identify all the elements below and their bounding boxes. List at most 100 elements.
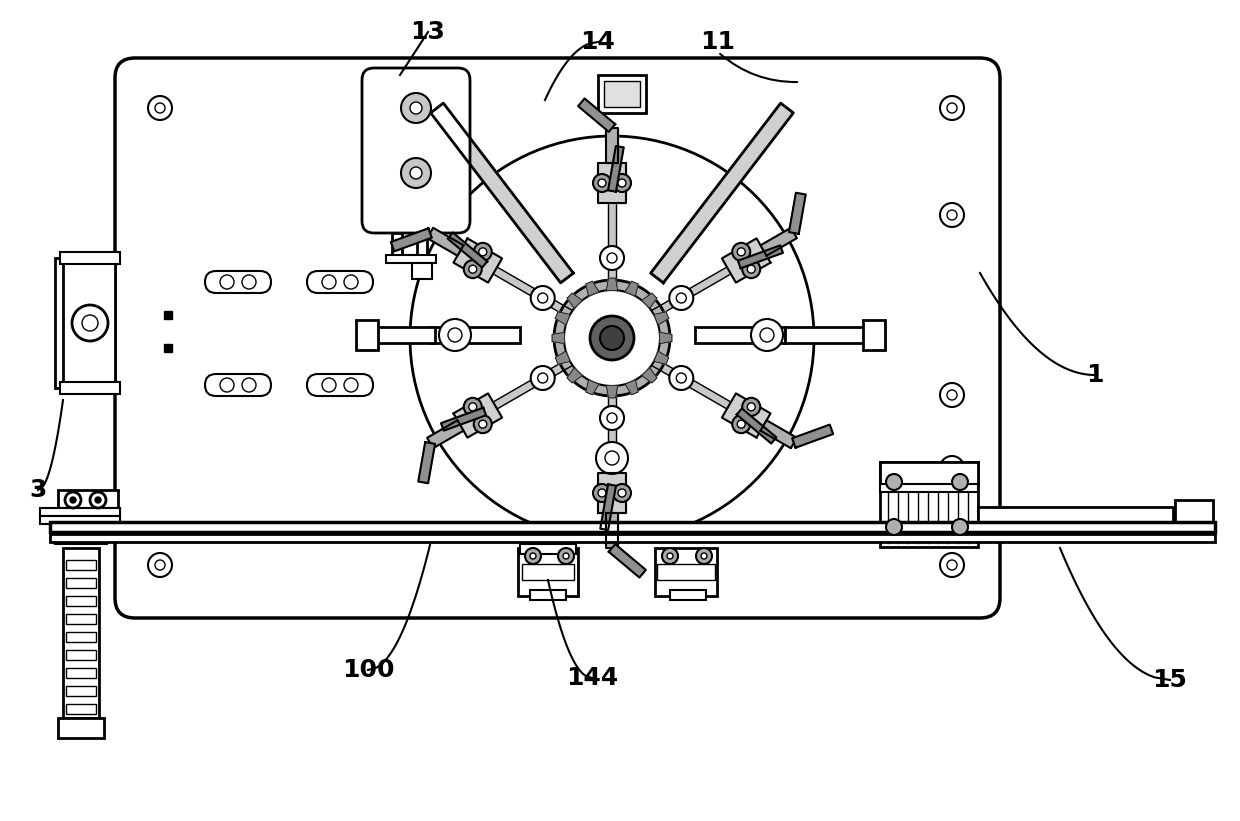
Bar xyxy=(60,382,120,394)
Bar xyxy=(40,516,120,524)
Bar xyxy=(417,233,427,255)
Bar xyxy=(50,534,1215,542)
Text: 100: 100 xyxy=(342,658,394,682)
Circle shape xyxy=(600,406,624,430)
Polygon shape xyxy=(476,346,595,419)
Circle shape xyxy=(531,286,554,310)
Circle shape xyxy=(479,420,487,429)
Polygon shape xyxy=(625,282,639,296)
Circle shape xyxy=(464,398,482,416)
Circle shape xyxy=(598,489,606,497)
Bar xyxy=(978,507,1173,525)
Polygon shape xyxy=(441,408,486,431)
Bar xyxy=(370,327,435,343)
Circle shape xyxy=(155,103,165,113)
FancyBboxPatch shape xyxy=(308,271,373,293)
Circle shape xyxy=(600,246,624,270)
Polygon shape xyxy=(454,393,502,438)
Polygon shape xyxy=(427,420,464,448)
Circle shape xyxy=(670,366,693,390)
Bar xyxy=(694,327,785,343)
Polygon shape xyxy=(585,380,599,395)
FancyBboxPatch shape xyxy=(205,271,272,293)
Circle shape xyxy=(605,451,619,465)
Bar xyxy=(55,524,107,536)
Polygon shape xyxy=(552,333,564,344)
Text: 13: 13 xyxy=(410,20,445,44)
Bar xyxy=(55,536,107,544)
Circle shape xyxy=(410,167,422,179)
Bar xyxy=(670,590,706,600)
Circle shape xyxy=(947,390,957,400)
Circle shape xyxy=(474,243,492,261)
Polygon shape xyxy=(760,420,797,448)
Circle shape xyxy=(219,378,234,392)
Circle shape xyxy=(95,497,100,503)
Bar xyxy=(58,718,104,738)
Bar xyxy=(164,311,172,319)
Circle shape xyxy=(538,373,548,383)
Polygon shape xyxy=(454,238,502,282)
FancyBboxPatch shape xyxy=(362,68,470,233)
Circle shape xyxy=(410,102,422,114)
Circle shape xyxy=(469,403,476,410)
Polygon shape xyxy=(738,245,782,268)
Circle shape xyxy=(598,179,606,187)
FancyBboxPatch shape xyxy=(205,374,272,396)
Circle shape xyxy=(558,548,574,564)
Circle shape xyxy=(464,260,482,278)
Polygon shape xyxy=(606,128,618,163)
Circle shape xyxy=(940,456,963,480)
Polygon shape xyxy=(660,333,672,344)
Text: 3: 3 xyxy=(30,478,47,502)
Circle shape xyxy=(748,265,755,273)
Circle shape xyxy=(947,560,957,570)
Bar xyxy=(604,81,640,107)
Polygon shape xyxy=(600,484,616,530)
FancyBboxPatch shape xyxy=(308,374,373,396)
Circle shape xyxy=(401,158,432,188)
Polygon shape xyxy=(642,368,657,383)
Circle shape xyxy=(743,398,760,416)
Polygon shape xyxy=(609,544,646,577)
Circle shape xyxy=(322,378,336,392)
Polygon shape xyxy=(792,424,833,447)
Polygon shape xyxy=(653,351,668,365)
Circle shape xyxy=(148,96,172,120)
Bar xyxy=(522,564,574,580)
Polygon shape xyxy=(722,393,770,438)
Bar xyxy=(63,548,99,718)
Polygon shape xyxy=(567,293,583,308)
Bar xyxy=(880,484,978,492)
Bar xyxy=(880,462,978,484)
Circle shape xyxy=(600,326,624,350)
Circle shape xyxy=(564,290,660,386)
Circle shape xyxy=(940,553,963,577)
Polygon shape xyxy=(448,232,487,268)
Polygon shape xyxy=(642,293,657,308)
Circle shape xyxy=(469,265,476,273)
Bar xyxy=(58,490,118,510)
Polygon shape xyxy=(789,193,806,234)
Bar xyxy=(60,508,120,520)
Circle shape xyxy=(887,519,901,535)
Circle shape xyxy=(676,293,686,303)
Circle shape xyxy=(662,548,678,564)
Circle shape xyxy=(593,484,611,502)
Circle shape xyxy=(242,378,255,392)
Polygon shape xyxy=(556,351,570,365)
Circle shape xyxy=(940,203,963,227)
Circle shape xyxy=(952,519,968,535)
Text: 15: 15 xyxy=(1152,668,1188,692)
Circle shape xyxy=(887,474,901,490)
Circle shape xyxy=(91,492,105,508)
Circle shape xyxy=(474,415,492,433)
Polygon shape xyxy=(606,278,618,291)
Circle shape xyxy=(563,553,569,559)
Polygon shape xyxy=(476,257,595,331)
Circle shape xyxy=(596,442,627,474)
Circle shape xyxy=(733,243,750,261)
Circle shape xyxy=(479,248,487,256)
Bar xyxy=(978,525,1173,535)
Bar xyxy=(657,564,715,580)
